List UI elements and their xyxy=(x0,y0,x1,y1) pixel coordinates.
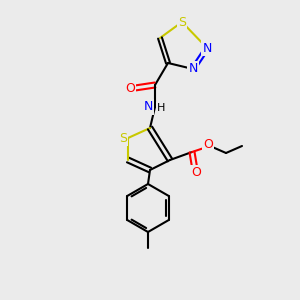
Text: N: N xyxy=(143,100,153,113)
Text: N: N xyxy=(202,41,212,55)
Text: H: H xyxy=(157,103,165,113)
Text: O: O xyxy=(125,82,135,94)
Text: N: N xyxy=(188,62,198,76)
Text: S: S xyxy=(119,131,127,145)
Text: S: S xyxy=(178,16,186,28)
Text: O: O xyxy=(191,167,201,179)
Text: O: O xyxy=(203,137,213,151)
